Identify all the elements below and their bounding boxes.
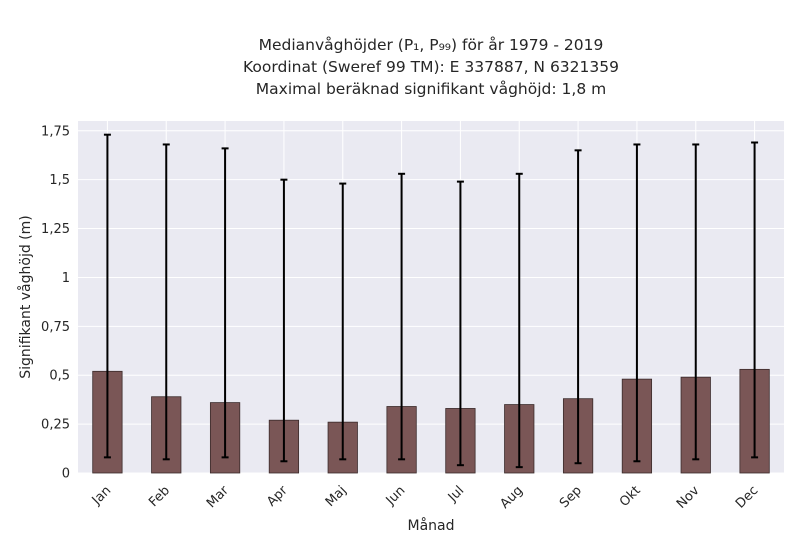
- chart-title-line-1: Medianvåghöjder (P₁, P₉₉) för år 1979 - …: [258, 36, 604, 54]
- y-tick-label: 0,5: [49, 369, 70, 384]
- error-bar-feb: [162, 143, 170, 461]
- error-bar-jun: [398, 172, 406, 461]
- error-bar-nov: [692, 143, 700, 461]
- y-axis-label: Signifikant våghöjd (m): [17, 215, 34, 378]
- y-tick-labels: 0 0,25 0,5 0,75 1 1,25 1,5 1,75: [41, 124, 70, 481]
- y-tick-label: 0,25: [41, 418, 70, 433]
- chart-title-line-2: Koordinat (Sweref 99 TM): E 337887, N 63…: [243, 58, 619, 76]
- x-tick-labels: Jan Feb Mar Apr Maj Jun Jul Aug Sep Okt Nov Dec: [89, 483, 762, 512]
- x-tick-label: Dec: [733, 483, 761, 511]
- error-bar-okt: [633, 143, 641, 463]
- x-tick-label: Jul: [445, 483, 467, 505]
- error-bar-maj: [339, 182, 347, 461]
- x-tick-label: Maj: [323, 483, 350, 510]
- y-tick-label: 0: [62, 467, 70, 482]
- error-bar-jul: [456, 180, 464, 467]
- x-tick-label: Jun: [383, 483, 409, 509]
- error-bar-jan: [103, 133, 111, 459]
- x-tick-label: Feb: [146, 483, 173, 510]
- plot-area: [78, 121, 784, 473]
- x-tick-label: Jan: [89, 483, 114, 508]
- x-tick-label: Apr: [264, 483, 291, 510]
- x-tick-label: Nov: [674, 483, 703, 512]
- y-tick-label: 0,75: [41, 320, 70, 335]
- y-tick-label: 1,75: [41, 124, 70, 139]
- chart-title: Medianvåghöjder (P₁, P₉₉) för år 1979 - …: [78, 34, 784, 100]
- x-tick-label: Okt: [617, 483, 644, 510]
- x-tick-label: Sep: [557, 483, 585, 511]
- error-bar-mar: [221, 147, 229, 459]
- y-tick-label: 1,25: [41, 222, 70, 237]
- error-bar-apr: [280, 178, 288, 463]
- y-tick-label: 1: [62, 271, 70, 286]
- chart-title-line-3: Maximal beräknad signifikant våghöjd: 1,…: [255, 80, 607, 98]
- error-bar-aug: [515, 172, 523, 469]
- x-tick-label: Mar: [204, 483, 232, 511]
- error-bar-sep: [574, 149, 582, 465]
- error-bars: [103, 133, 759, 469]
- y-tick-label: 1,5: [49, 173, 70, 188]
- error-bar-dec: [751, 141, 759, 459]
- x-tick-label: Aug: [498, 483, 527, 512]
- x-axis-label: Månad: [408, 517, 455, 534]
